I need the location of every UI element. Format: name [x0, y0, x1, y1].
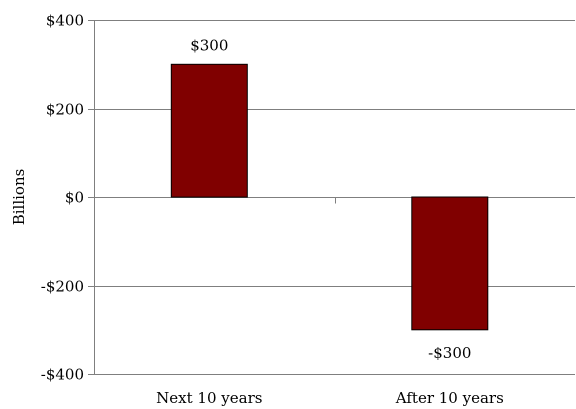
data-label: -$300 — [428, 344, 471, 362]
y-tick-label: -$200 — [41, 278, 84, 296]
x-category-label: Next 10 years — [156, 389, 262, 407]
y-tick-label: $400 — [46, 12, 84, 30]
bar — [411, 196, 489, 331]
y-tick-label: $200 — [46, 101, 84, 119]
x-axis-category-labels: Next 10 years After 10 years — [156, 389, 504, 407]
x-category-label: After 10 years — [395, 389, 504, 407]
data-labels: $300 -$300 — [190, 36, 471, 362]
bar — [170, 63, 248, 198]
y-axis-title: Billions — [10, 169, 28, 226]
data-label: $300 — [190, 36, 228, 54]
bars — [170, 63, 489, 331]
y-axis-tick-labels: $400 $200 $0 -$200 -$400 — [41, 12, 84, 384]
y-tick-label: $0 — [65, 189, 84, 207]
y-tick-label: -$400 — [41, 366, 84, 384]
